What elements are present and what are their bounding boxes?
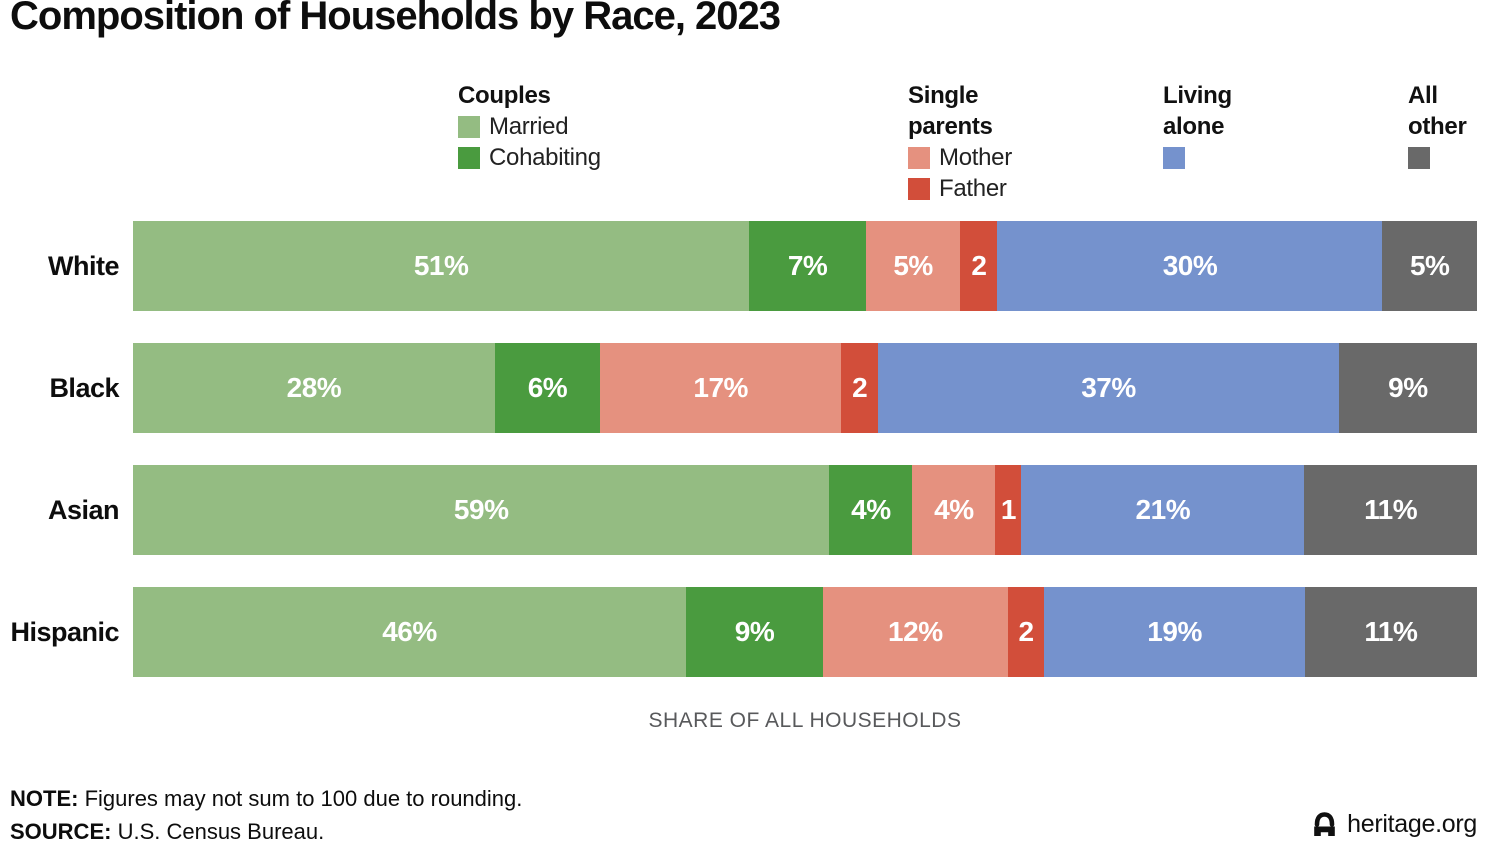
legend-item: Married	[458, 111, 601, 142]
legend-group-header: Living alone	[1163, 82, 1232, 140]
stacked-bar: 59% 4% 4% 1 21% 11%	[133, 465, 1477, 555]
bar-segment-all-other: 11%	[1304, 465, 1477, 555]
legend-item: Cohabiting	[458, 142, 601, 173]
legend-group-header: All other	[1408, 82, 1467, 140]
brand-logo: heritage.org	[1311, 810, 1477, 839]
bar-segment-father: 2	[960, 221, 998, 311]
category-label: Hispanic	[10, 616, 119, 647]
segment-value-label: 9%	[734, 616, 775, 647]
segment-value-label: 11%	[1364, 616, 1418, 647]
legend-item: Mother	[908, 142, 1020, 173]
legend-swatch-father	[908, 177, 930, 200]
bar-segment-all-other: 11%	[1304, 587, 1477, 677]
bar-row: White 51% 7% 5% 2 30% 5%	[0, 221, 1500, 311]
segment-value-label: 1	[1000, 494, 1017, 525]
segment-value-label: 5%	[893, 250, 933, 281]
bar-segment-living-alone: 30%	[997, 221, 1383, 311]
segment-value-label: 12%	[888, 616, 943, 647]
category-label: Asian	[47, 494, 120, 525]
legend-item	[1163, 142, 1275, 173]
bar-segment-living-alone: 37%	[878, 343, 1339, 433]
legend-group-header: Single parents	[908, 82, 993, 140]
bar-segment-cohabiting: 6%	[494, 343, 601, 433]
bar-segment-married: 28%	[133, 343, 495, 433]
legend-item-label: Married	[489, 112, 569, 140]
segment-value-label: 17%	[693, 372, 748, 403]
bar-segment-married: 59%	[133, 465, 830, 555]
legend-group-header: Couples	[458, 82, 551, 109]
segment-value-label: 21%	[1135, 494, 1191, 525]
segment-value-label: 9%	[1388, 372, 1428, 403]
legend: Couples Married Cohabiting Single parents Mo…	[0, 80, 1500, 215]
bar-segment-cohabiting: 7%	[749, 221, 866, 311]
note-line: NOTE: Figures may not sum to 100 due to …	[10, 782, 522, 815]
legend-group: Living alone	[1163, 80, 1275, 173]
bar-segment-mother: 4%	[912, 465, 996, 555]
bar-segment-living-alone: 19%	[1044, 587, 1305, 677]
legend-item-label: Mother	[939, 143, 1012, 171]
bar-segment-living-alone: 21%	[1021, 465, 1305, 555]
stacked-bar-chart: White 51% 7% 5% 2 30% 5% Black 28% 6% 17% 2 37% 9% Asi…	[0, 221, 1500, 709]
legend-swatch-married	[458, 115, 480, 138]
segment-value-label: 30%	[1162, 250, 1218, 281]
segment-value-label: 46%	[382, 616, 437, 647]
legend-swatch-cohabiting	[458, 146, 480, 169]
bar-segment-cohabiting: 9%	[686, 587, 824, 677]
bar-segment-father: 2	[1007, 587, 1045, 677]
segment-value-label: 59%	[453, 494, 509, 525]
stacked-bar: 51% 7% 5% 2 30% 5%	[133, 221, 1477, 311]
footnotes: NOTE: Figures may not sum to 100 due to …	[10, 782, 522, 848]
legend-swatch-all-other	[1408, 146, 1430, 169]
segment-value-label: 5%	[1409, 250, 1450, 281]
bar-segment-father: 1	[995, 465, 1022, 555]
segment-value-label: 2	[852, 372, 868, 403]
x-axis-label: SHARE OF ALL HOUSEHOLDS	[648, 709, 962, 732]
segment-value-label: 19%	[1147, 616, 1202, 647]
note-text: Figures may not sum to 100 due to roundi…	[78, 786, 523, 811]
bar-row: Asian 59% 4% 4% 1 21% 11%	[0, 465, 1500, 555]
segment-value-label: 51%	[413, 250, 469, 281]
legend-group: Single parents Mother Father	[908, 80, 1020, 204]
source-line: SOURCE: U.S. Census Bureau.	[10, 815, 522, 848]
legend-swatch-mother	[908, 146, 930, 169]
segment-value-label: 37%	[1081, 372, 1136, 403]
segment-value-label: 7%	[787, 250, 828, 281]
legend-group: All other	[1408, 80, 1500, 173]
stacked-bar: 46% 9% 12% 2 19% 11%	[133, 587, 1477, 677]
note-label: NOTE:	[10, 786, 79, 811]
bar-segment-all-other: 9%	[1338, 343, 1478, 433]
segment-value-label: 11%	[1364, 494, 1418, 525]
category-label: White	[48, 250, 120, 281]
segment-value-label: 2	[1018, 616, 1034, 647]
legend-swatch-living-alone	[1163, 146, 1185, 169]
segment-value-label: 4%	[851, 494, 891, 525]
chart-title: Composition of Households by Race, 2023	[10, 0, 781, 38]
bar-row: Hispanic 46% 9% 12% 2 19% 11%	[0, 587, 1500, 677]
bar-segment-all-other: 5%	[1382, 221, 1477, 311]
bar-segment-married: 46%	[133, 587, 687, 677]
source-text: U.S. Census Bureau.	[111, 819, 325, 844]
legend-group: Couples Married Cohabiting	[458, 80, 601, 173]
segment-value-label: 2	[971, 250, 987, 281]
liberty-bell-icon	[1314, 811, 1335, 836]
bar-segment-father: 2	[841, 343, 879, 433]
legend-item-label: Father	[939, 174, 1007, 202]
bar-segment-mother: 12%	[823, 587, 1008, 677]
segment-value-label: 6%	[527, 372, 568, 403]
bar-segment-mother: 17%	[600, 343, 842, 433]
legend-item: Father	[908, 173, 1020, 204]
bar-row: Black 28% 6% 17% 2 37% 9%	[0, 343, 1500, 433]
bar-segment-cohabiting: 4%	[829, 465, 913, 555]
source-label: SOURCE:	[10, 819, 112, 844]
brand-text: heritage.org	[1347, 810, 1477, 838]
bar-segment-mother: 5%	[865, 221, 961, 311]
legend-item-label: Cohabiting	[489, 143, 601, 171]
segment-value-label: 28%	[286, 372, 342, 403]
bar-segment-married: 51%	[133, 221, 750, 311]
segment-value-label: 4%	[934, 494, 974, 525]
stacked-bar: 28% 6% 17% 2 37% 9%	[133, 343, 1478, 433]
category-label: Black	[49, 372, 119, 403]
legend-item	[1408, 142, 1500, 173]
